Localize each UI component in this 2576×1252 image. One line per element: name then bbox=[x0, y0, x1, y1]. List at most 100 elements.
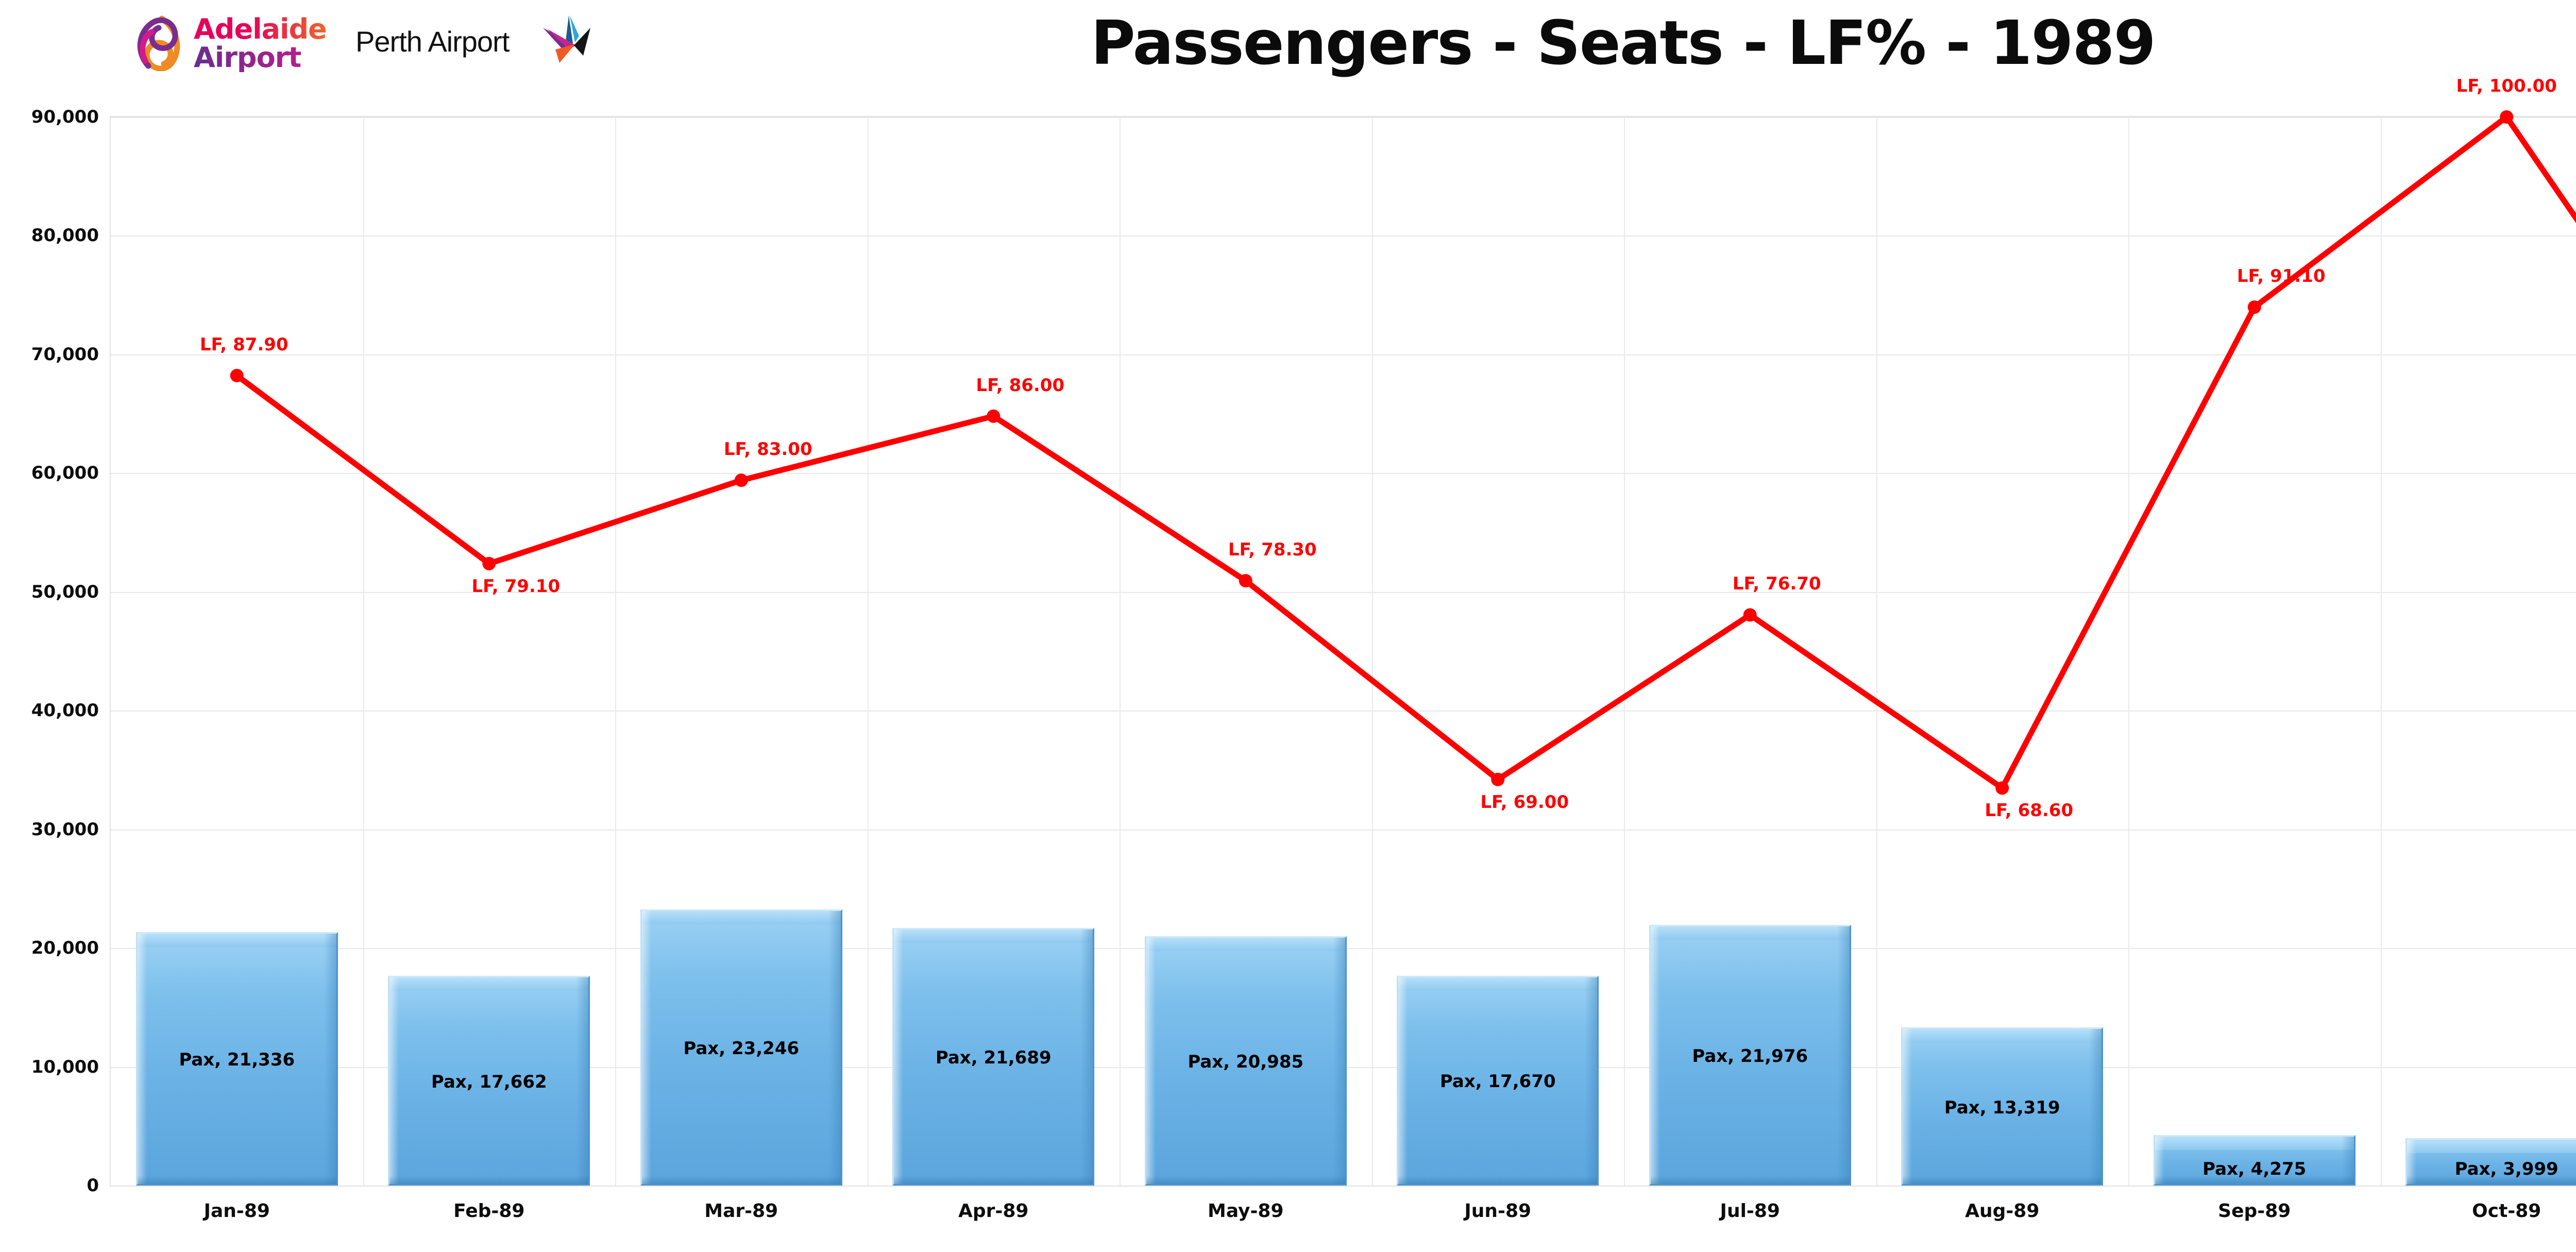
gridline-vertical bbox=[363, 117, 364, 1186]
x-axis-tick-label: Jan-89 bbox=[204, 1200, 270, 1222]
adelaide-logo-line1: Adelaide bbox=[194, 15, 338, 43]
lf-data-point[interactable] bbox=[1491, 772, 1505, 786]
pax-data-label: Pax, 20,985 bbox=[1188, 1052, 1304, 1073]
lf-data-point[interactable] bbox=[482, 556, 496, 570]
gridline-vertical bbox=[615, 117, 616, 1186]
lf-data-label: LF, 78.30 bbox=[1228, 539, 1317, 561]
pax-bar-body bbox=[2405, 1138, 2576, 1186]
bar-left-bevel bbox=[389, 977, 399, 1184]
gridline-horizontal bbox=[111, 354, 2576, 356]
bar-right-bevel bbox=[1080, 929, 1093, 1184]
gridline-horizontal bbox=[111, 235, 2576, 237]
pax-bar-body bbox=[388, 976, 590, 1186]
lf-data-label: LF, 76.70 bbox=[1732, 573, 1821, 595]
lf-data-point[interactable] bbox=[734, 473, 748, 487]
lf-data-point[interactable] bbox=[230, 368, 244, 382]
perth-airport-star-icon bbox=[543, 15, 590, 63]
pax-bar-body bbox=[2153, 1135, 2355, 1186]
bar-top-bevel bbox=[1146, 938, 1345, 952]
pax-bar[interactable]: Pax, 13,319 bbox=[1901, 1027, 2104, 1186]
bar-right-bevel bbox=[324, 934, 336, 1184]
bar-bottom-bevel bbox=[894, 1176, 1093, 1184]
bar-bottom-bevel bbox=[389, 1176, 589, 1184]
bar-top-bevel bbox=[2155, 1136, 2354, 1150]
bar-left-bevel bbox=[2155, 1136, 2164, 1184]
bar-top-bevel bbox=[389, 977, 589, 991]
bar-top-bevel bbox=[2407, 1139, 2576, 1153]
gridline-horizontal bbox=[111, 710, 2576, 712]
bar-left-bevel bbox=[1903, 1029, 1912, 1184]
pax-bar[interactable]: Pax, 21,689 bbox=[892, 928, 1095, 1186]
lf-data-label: LF, 91.10 bbox=[2236, 266, 2326, 287]
pax-bar-body bbox=[892, 928, 1095, 1186]
lf-line-path bbox=[234, 114, 2576, 791]
lf-data-point[interactable] bbox=[1239, 574, 1252, 588]
bar-left-bevel bbox=[641, 911, 651, 1184]
pax-data-label: Pax, 3,999 bbox=[2454, 1159, 2558, 1179]
gridline-horizontal bbox=[111, 473, 2576, 475]
pax-bar[interactable]: Pax, 17,662 bbox=[388, 976, 590, 1186]
lf-data-label: LF, 100.00 bbox=[2456, 76, 2557, 96]
x-axis-tick-label: Jul-89 bbox=[1720, 1200, 1780, 1222]
adelaide-wordmark: Adelaide Airport bbox=[194, 15, 338, 73]
bar-right-bevel bbox=[828, 911, 841, 1184]
bar-bottom-bevel bbox=[1398, 1176, 1598, 1184]
gridline-vertical bbox=[1624, 117, 1625, 1186]
lf-data-point[interactable] bbox=[1995, 781, 2009, 795]
lf-data-point[interactable] bbox=[987, 409, 1001, 423]
lf-data-label: LF, 68.60 bbox=[1985, 800, 2074, 821]
y-axis-left-tick: 0 bbox=[87, 1175, 99, 1196]
pax-data-label: Pax, 17,662 bbox=[431, 1071, 547, 1092]
gridline-vertical bbox=[1371, 117, 1373, 1186]
pax-bar[interactable]: Pax, 21,976 bbox=[1649, 924, 1851, 1186]
x-axis-tick-label: Oct-89 bbox=[2472, 1200, 2541, 1222]
pax-data-label: Pax, 21,976 bbox=[1692, 1045, 1808, 1067]
gridline-vertical bbox=[1876, 117, 1877, 1186]
lf-data-point[interactable] bbox=[2500, 110, 2514, 124]
x-axis-labels: Jan-89 Feb-89 Mar-89 Apr-89 May-89 Jun-89 Jul-… bbox=[110, 1191, 2576, 1232]
chart-header: Adelaide Airport Perth Airport Passenger… bbox=[0, 0, 2576, 116]
x-axis-tick-label: Mar-89 bbox=[704, 1200, 778, 1222]
bar-right-bevel bbox=[1332, 938, 1345, 1184]
gridline-vertical bbox=[2128, 117, 2129, 1186]
pax-bar[interactable]: Pax, 4,275 bbox=[2153, 1135, 2355, 1186]
pax-bar-body bbox=[1144, 936, 1347, 1186]
adelaide-logo-line2: Airport bbox=[194, 43, 338, 72]
gridline-horizontal bbox=[111, 591, 2576, 593]
page-title: Passengers - Seats - LF% - 1989 bbox=[1091, 7, 2156, 78]
bar-bottom-bevel bbox=[641, 1176, 841, 1184]
y-axis-left-tick: 10,000 bbox=[31, 1056, 99, 1077]
x-axis-tick-label: Aug-89 bbox=[1965, 1200, 2040, 1222]
bar-bottom-bevel bbox=[2155, 1176, 2354, 1184]
lf-data-point[interactable] bbox=[1743, 608, 1757, 622]
pax-bar[interactable]: Pax, 3,999 bbox=[2405, 1138, 2576, 1186]
y-axis-left-tick: 80,000 bbox=[31, 225, 99, 246]
lf-data-label: LF, 86.00 bbox=[976, 375, 1065, 396]
lf-data-point[interactable] bbox=[2247, 300, 2261, 314]
bar-top-bevel bbox=[1398, 977, 1598, 991]
x-axis-tick-label: Feb-89 bbox=[453, 1200, 525, 1222]
adelaide-swirl-icon bbox=[137, 15, 180, 71]
pax-bar[interactable]: Pax, 21,336 bbox=[135, 932, 338, 1186]
plot-area: Pax, 21,336 Pax, 17,662 Pax, 23,246 Pax, 21… bbox=[110, 76, 2576, 1187]
lf-data-label: LF, 83.00 bbox=[723, 439, 812, 460]
bar-top-bevel bbox=[137, 934, 336, 948]
y-axis-left-tick: 90,000 bbox=[31, 107, 99, 127]
gridline-vertical bbox=[2380, 117, 2382, 1186]
bar-right-bevel bbox=[576, 977, 589, 1184]
perth-airport-logo: Perth Airport bbox=[355, 15, 592, 66]
y-axis-left-tick: 30,000 bbox=[31, 819, 99, 840]
pax-bar[interactable]: Pax, 20,985 bbox=[1144, 936, 1347, 1186]
lf-data-label: LF, 87.90 bbox=[199, 334, 289, 355]
bar-left-bevel bbox=[894, 929, 904, 1184]
pax-bar[interactable]: Pax, 23,246 bbox=[640, 909, 842, 1186]
bar-bottom-bevel bbox=[1146, 1176, 1345, 1184]
perth-airport-wordmark: Perth Airport bbox=[355, 25, 510, 58]
bar-left-bevel bbox=[137, 934, 147, 1184]
bar-bottom-bevel bbox=[1650, 1176, 1850, 1184]
y-axis-left-tick: 20,000 bbox=[31, 938, 99, 959]
pax-bar[interactable]: Pax, 17,670 bbox=[1397, 975, 1599, 1186]
bar-right-bevel bbox=[1585, 977, 1598, 1184]
gridline-horizontal bbox=[111, 829, 2576, 831]
